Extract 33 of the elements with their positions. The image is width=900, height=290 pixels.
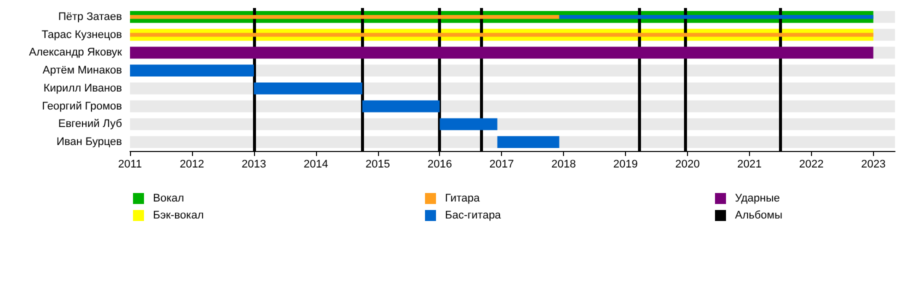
legend-label: Бэк-вокал bbox=[153, 210, 204, 222]
bar bbox=[440, 118, 498, 130]
x-tick-label: 2018 bbox=[551, 158, 576, 170]
x-tick-label: 2012 bbox=[180, 158, 204, 170]
x-tick-label: 2021 bbox=[737, 158, 762, 170]
y-tick-label: Тарас Кузнецов bbox=[42, 28, 122, 41]
x-tick-label: 2022 bbox=[799, 158, 824, 170]
y-tick-label: Александр Яковук bbox=[28, 46, 122, 59]
x-tick-label: 2015 bbox=[366, 158, 390, 170]
y-tick-label: Артём Минаков bbox=[42, 64, 122, 77]
x-tick-label: 2011 bbox=[118, 158, 142, 170]
bar bbox=[254, 82, 362, 94]
x-tick-label: 2013 bbox=[242, 158, 266, 170]
legend-label: Ударные bbox=[735, 192, 780, 204]
bar bbox=[497, 136, 560, 148]
x-tick-label: 2023 bbox=[861, 158, 886, 170]
x-tick-label: 2016 bbox=[427, 158, 452, 170]
y-tick-label: Евгений Луб bbox=[58, 118, 122, 130]
bar bbox=[362, 100, 440, 112]
legend-label: Гитара bbox=[445, 192, 481, 204]
bar bbox=[130, 14, 560, 19]
y-tick-label: Иван Бурцев bbox=[56, 136, 122, 148]
x-tick-label: 2017 bbox=[489, 158, 514, 170]
x-tick-label: 2014 bbox=[304, 158, 328, 170]
legend-label: Бас-гитара bbox=[445, 210, 502, 222]
bar bbox=[130, 64, 254, 76]
x-tick-label: 2020 bbox=[675, 158, 700, 170]
y-tick-label: Кирилл Иванов bbox=[44, 82, 122, 94]
y-tick-label: Пётр Затаев bbox=[58, 10, 122, 23]
legend-label: Альбомы bbox=[735, 210, 782, 222]
x-tick-label: 2019 bbox=[613, 158, 638, 170]
legend-label: Вокал bbox=[153, 192, 184, 204]
y-tick-label: Георгий Громов bbox=[42, 100, 122, 112]
